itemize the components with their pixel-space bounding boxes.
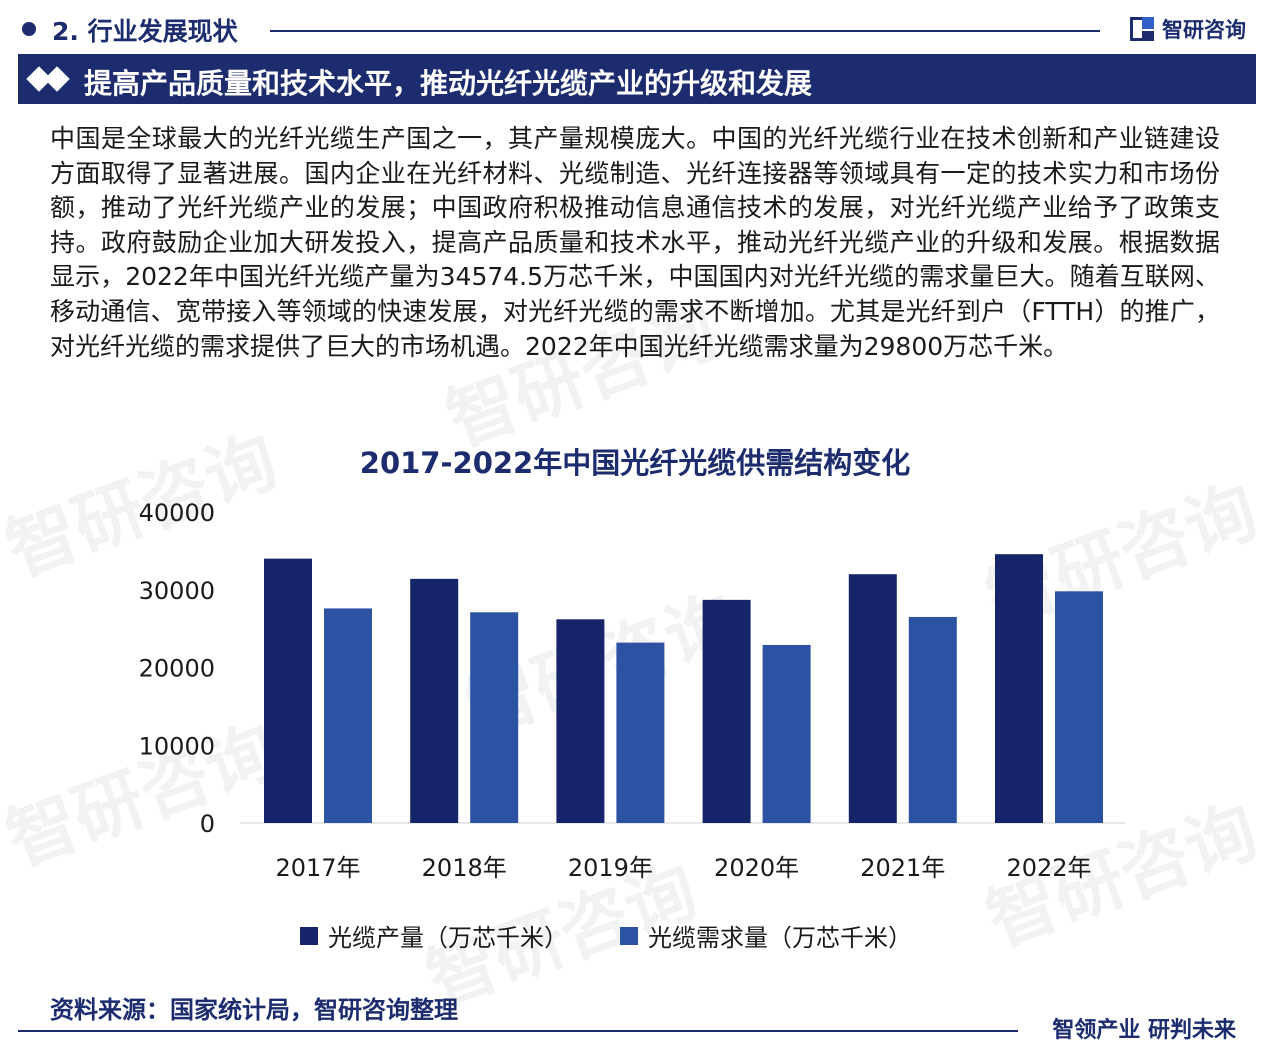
bar-production (556, 619, 605, 823)
slogan: 智领产业 研判未来 (1052, 1018, 1236, 1043)
x-tick-label: 2022年 (1006, 854, 1091, 882)
x-tick-label: 2018年 (422, 854, 507, 882)
diamond-icon (26, 66, 72, 92)
bar-production (410, 578, 459, 823)
bar-chart: 0 10000 20000 30000 40000 2017年 2018年 2019年 2020… (139, 499, 1125, 882)
legend-swatch-production (300, 926, 318, 945)
x-tick-label: 2020年 (714, 854, 799, 882)
source-note: 资料来源：国家统计局，智研咨询整理 (50, 996, 458, 1024)
brand-name: 智研咨询 (1162, 18, 1246, 42)
bar-demand (1055, 591, 1103, 823)
y-tick-label: 20000 (139, 655, 215, 683)
body-paragraph: 中国是全球最大的光纤光缆生产国之一，其产量规模庞大。中国的光纤光缆行业在技术创新… (50, 124, 1220, 361)
bar-production (848, 574, 897, 823)
divider (18, 1030, 1018, 1032)
banner: 提高产品质量和技术水平，推动光纤光缆产业的升级和发展 (18, 54, 1256, 104)
legend-item-production: 光缆产量（万芯千米） (300, 918, 568, 953)
brand-logo-icon (1130, 17, 1154, 41)
bar-demand (762, 644, 811, 823)
divider (270, 30, 1100, 32)
x-tick-label: 2017年 (275, 854, 360, 882)
top-bar: 2. 行业发展现状 智研咨询 (0, 0, 1270, 58)
legend-label-demand: 光缆需求量（万芯千米） (648, 924, 912, 952)
bar-production (264, 558, 312, 823)
chart-title: 2017-2022年中国光纤光缆供需结构变化 (0, 440, 1270, 482)
legend-swatch-demand (620, 926, 638, 945)
y-tick-label: 0 (200, 810, 215, 838)
bar-production (995, 554, 1043, 823)
banner-title: 提高产品质量和技术水平，推动光纤光缆产业的升级和发展 (84, 67, 813, 100)
bar-production (702, 599, 751, 823)
brand: 智研咨询 (1130, 14, 1246, 44)
bar-demand (324, 608, 372, 823)
x-tick-label: 2021年 (860, 854, 945, 882)
chart-title-text: 2017-2022年中国光纤光缆供需结构变化 (359, 446, 911, 480)
y-tick-label: 30000 (139, 577, 215, 605)
bar-demand (908, 616, 957, 823)
bar-demand (616, 642, 665, 823)
bullet-icon (22, 22, 36, 36)
section-title: 2. 行业发展现状 (52, 17, 238, 46)
legend-label-production: 光缆产量（万芯千米） (328, 924, 568, 952)
legend-item-demand: 光缆需求量（万芯千米） (620, 918, 912, 953)
y-tick-label: 40000 (139, 499, 215, 527)
bar-demand (470, 612, 519, 823)
y-tick-label: 10000 (139, 732, 215, 760)
legend: 光缆产量（万芯千米） 光缆需求量（万芯千米） (300, 918, 912, 953)
x-tick-label: 2019年 (568, 854, 653, 882)
